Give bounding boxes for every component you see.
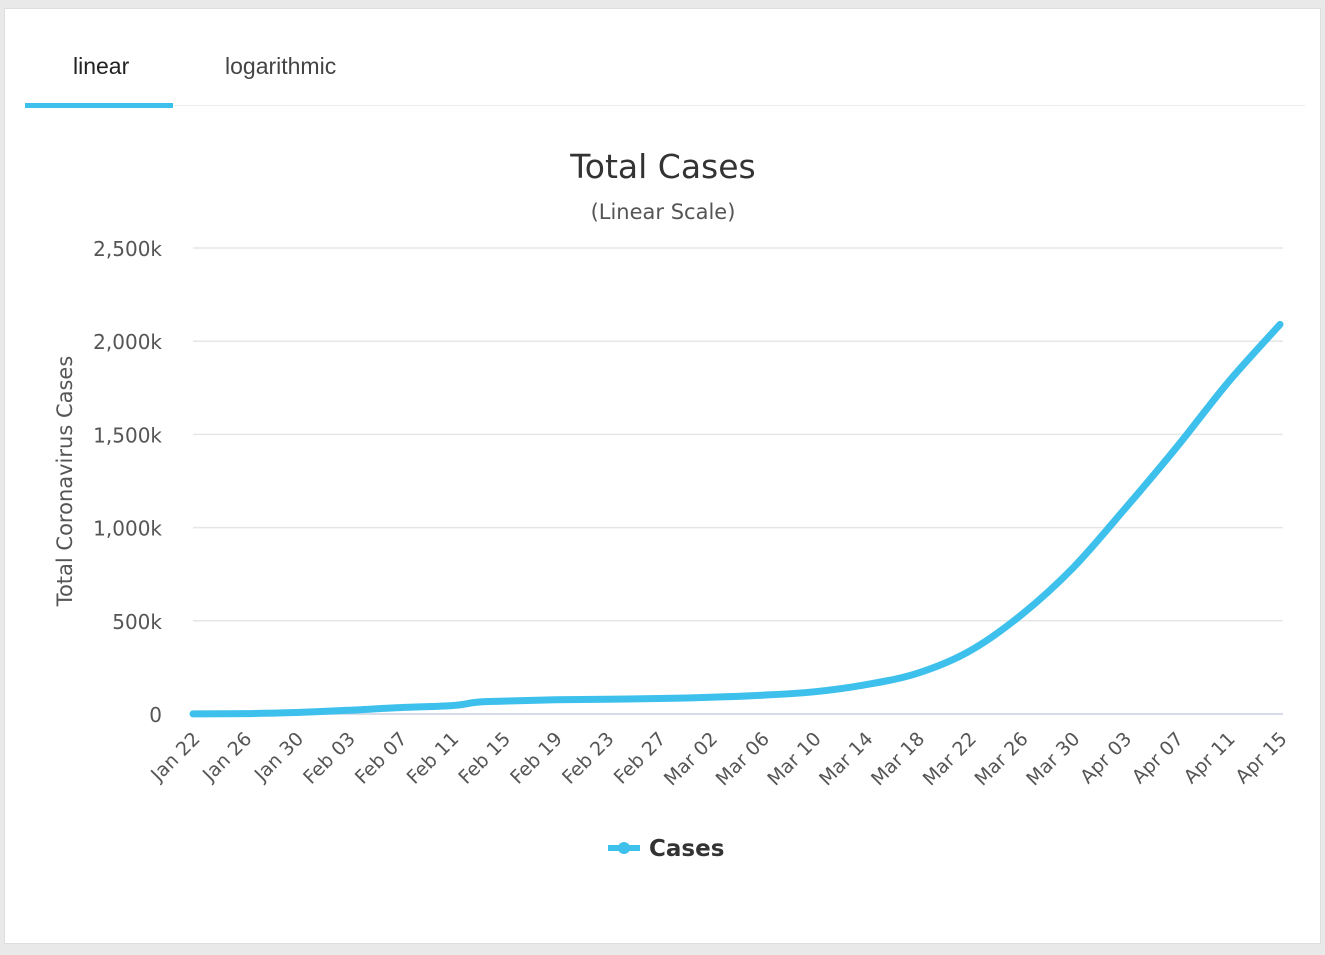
x-tick-label: Mar 02	[660, 728, 722, 790]
active-tab-indicator	[25, 103, 173, 108]
chart-card: linear logarithmic	[4, 8, 1321, 944]
x-tick-label: Apr 11	[1180, 728, 1240, 788]
y-tick-label: 0	[149, 703, 162, 727]
gridlines	[193, 247, 1283, 715]
x-tick-label: Jan 22	[146, 728, 204, 786]
x-tick-label: Feb 27	[610, 728, 671, 789]
y-tick-label: 2,000k	[93, 330, 162, 354]
series-cases	[189, 320, 1284, 718]
chart-subtitle: (Linear Scale)	[591, 200, 736, 224]
y-axis-label: Total Coronavirus Cases	[53, 356, 77, 608]
series-line-cases	[189, 320, 1284, 718]
x-tick-label: Apr 07	[1128, 728, 1188, 788]
x-tick-label: Feb 15	[454, 728, 515, 789]
x-tick-label: Feb 11	[403, 728, 464, 789]
y-tick-labels: 0 500k 1,000k 1,500k 2,000k 2,500k	[93, 237, 162, 727]
x-tick-label: Feb 23	[558, 728, 619, 789]
x-tick-label: Feb 07	[351, 728, 412, 789]
legend[interactable]: Cases	[608, 836, 724, 862]
x-tick-label: Mar 22	[919, 728, 981, 790]
tab-logarithmic[interactable]: logarithmic	[225, 53, 337, 79]
x-tick-label: Mar 26	[970, 728, 1032, 790]
x-tick-label: Mar 06	[712, 728, 774, 790]
x-tick-label: Mar 10	[763, 728, 825, 790]
x-tick-label: Jan 26	[198, 728, 256, 786]
y-tick-label: 1,500k	[93, 423, 162, 447]
x-tick-label: Mar 30	[1022, 728, 1084, 790]
x-tick-label: Apr 03	[1076, 728, 1136, 788]
x-tick-label: Feb 19	[506, 728, 567, 789]
y-tick-label: 1,000k	[93, 517, 162, 541]
scale-tabs: linear logarithmic	[25, 9, 1305, 108]
x-tick-label: Feb 03	[299, 728, 360, 789]
x-tick-label: Mar 18	[867, 728, 929, 790]
legend-symbol-marker	[618, 842, 630, 854]
x-tick-label: Apr 15	[1231, 728, 1291, 788]
y-tick-label: 500k	[112, 610, 162, 634]
x-tick-label: Mar 14	[815, 728, 877, 790]
y-tick-label: 2,500k	[93, 237, 162, 261]
chart-title: Total Cases	[569, 147, 756, 186]
x-tick-label: Jan 30	[250, 728, 308, 786]
tab-linear[interactable]: linear	[73, 53, 130, 79]
legend-label-cases: Cases	[649, 836, 724, 862]
